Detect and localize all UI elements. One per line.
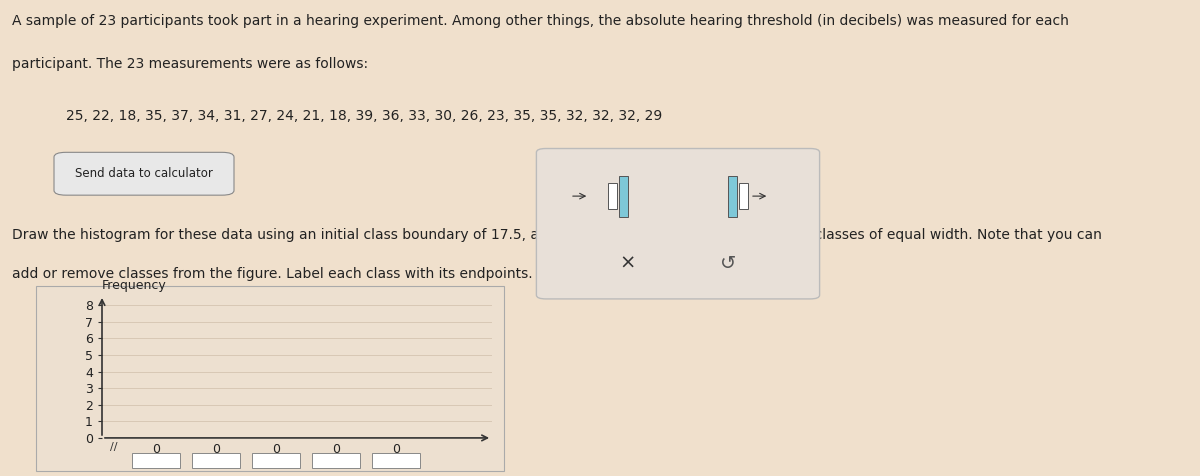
FancyBboxPatch shape bbox=[54, 152, 234, 195]
FancyBboxPatch shape bbox=[36, 286, 504, 471]
Text: Frequency: Frequency bbox=[102, 279, 167, 292]
Text: Send data to calculator: Send data to calculator bbox=[76, 167, 212, 180]
FancyBboxPatch shape bbox=[536, 149, 820, 299]
Text: //: // bbox=[110, 442, 118, 452]
Bar bbox=[252, 453, 300, 468]
Text: ↺: ↺ bbox=[720, 254, 737, 273]
Text: add or remove classes from the figure. Label each class with its endpoints.: add or remove classes from the figure. L… bbox=[12, 267, 533, 280]
Text: Draw the histogram for these data using an initial class boundary of 17.5, an en: Draw the histogram for these data using … bbox=[12, 228, 1102, 242]
Bar bbox=[739, 183, 748, 209]
Bar bbox=[132, 453, 180, 468]
Text: participant. The 23 measurements were as follows:: participant. The 23 measurements were as… bbox=[12, 57, 368, 71]
Bar bbox=[608, 183, 617, 209]
Text: A sample of 23 participants took part in a hearing experiment. Among other thing: A sample of 23 participants took part in… bbox=[12, 14, 1069, 28]
Bar bbox=[619, 176, 628, 217]
Bar bbox=[728, 176, 737, 217]
Bar bbox=[312, 453, 360, 468]
Text: 25, 22, 18, 35, 37, 34, 31, 27, 24, 21, 18, 39, 36, 33, 30, 26, 23, 35, 35, 32, : 25, 22, 18, 35, 37, 34, 31, 27, 24, 21, … bbox=[66, 109, 662, 123]
Text: ×: × bbox=[619, 254, 636, 273]
Bar bbox=[192, 453, 240, 468]
Bar bbox=[372, 453, 420, 468]
